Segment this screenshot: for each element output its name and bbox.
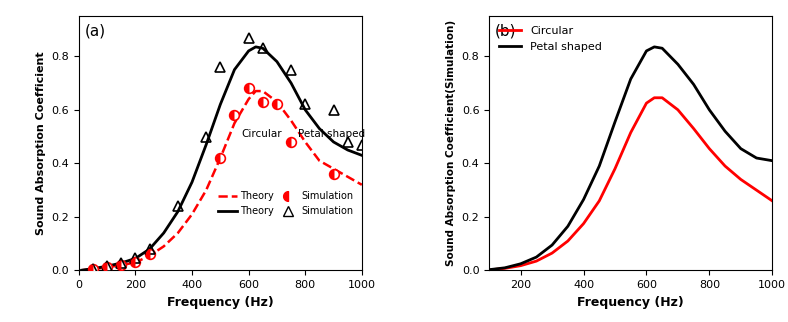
Text: (a): (a) xyxy=(84,24,106,39)
Legend: Theory, Theory, Simulation, Simulation: Theory, Theory, Simulation, Simulation xyxy=(214,187,357,220)
X-axis label: Frequency (Hz): Frequency (Hz) xyxy=(167,296,273,309)
Text: (b): (b) xyxy=(495,24,516,39)
Y-axis label: Sound Absorption Coefficient: Sound Absorption Coefficient xyxy=(35,52,46,235)
X-axis label: Frequency (Hz): Frequency (Hz) xyxy=(578,296,684,309)
Legend: Circular, Petal shaped: Circular, Petal shaped xyxy=(495,22,607,56)
Text: Circular: Circular xyxy=(242,129,282,139)
Text: Petal shaped: Petal shaped xyxy=(298,129,366,139)
Y-axis label: Sound Absorption Coefficient(Simulation): Sound Absorption Coefficient(Simulation) xyxy=(446,20,456,266)
